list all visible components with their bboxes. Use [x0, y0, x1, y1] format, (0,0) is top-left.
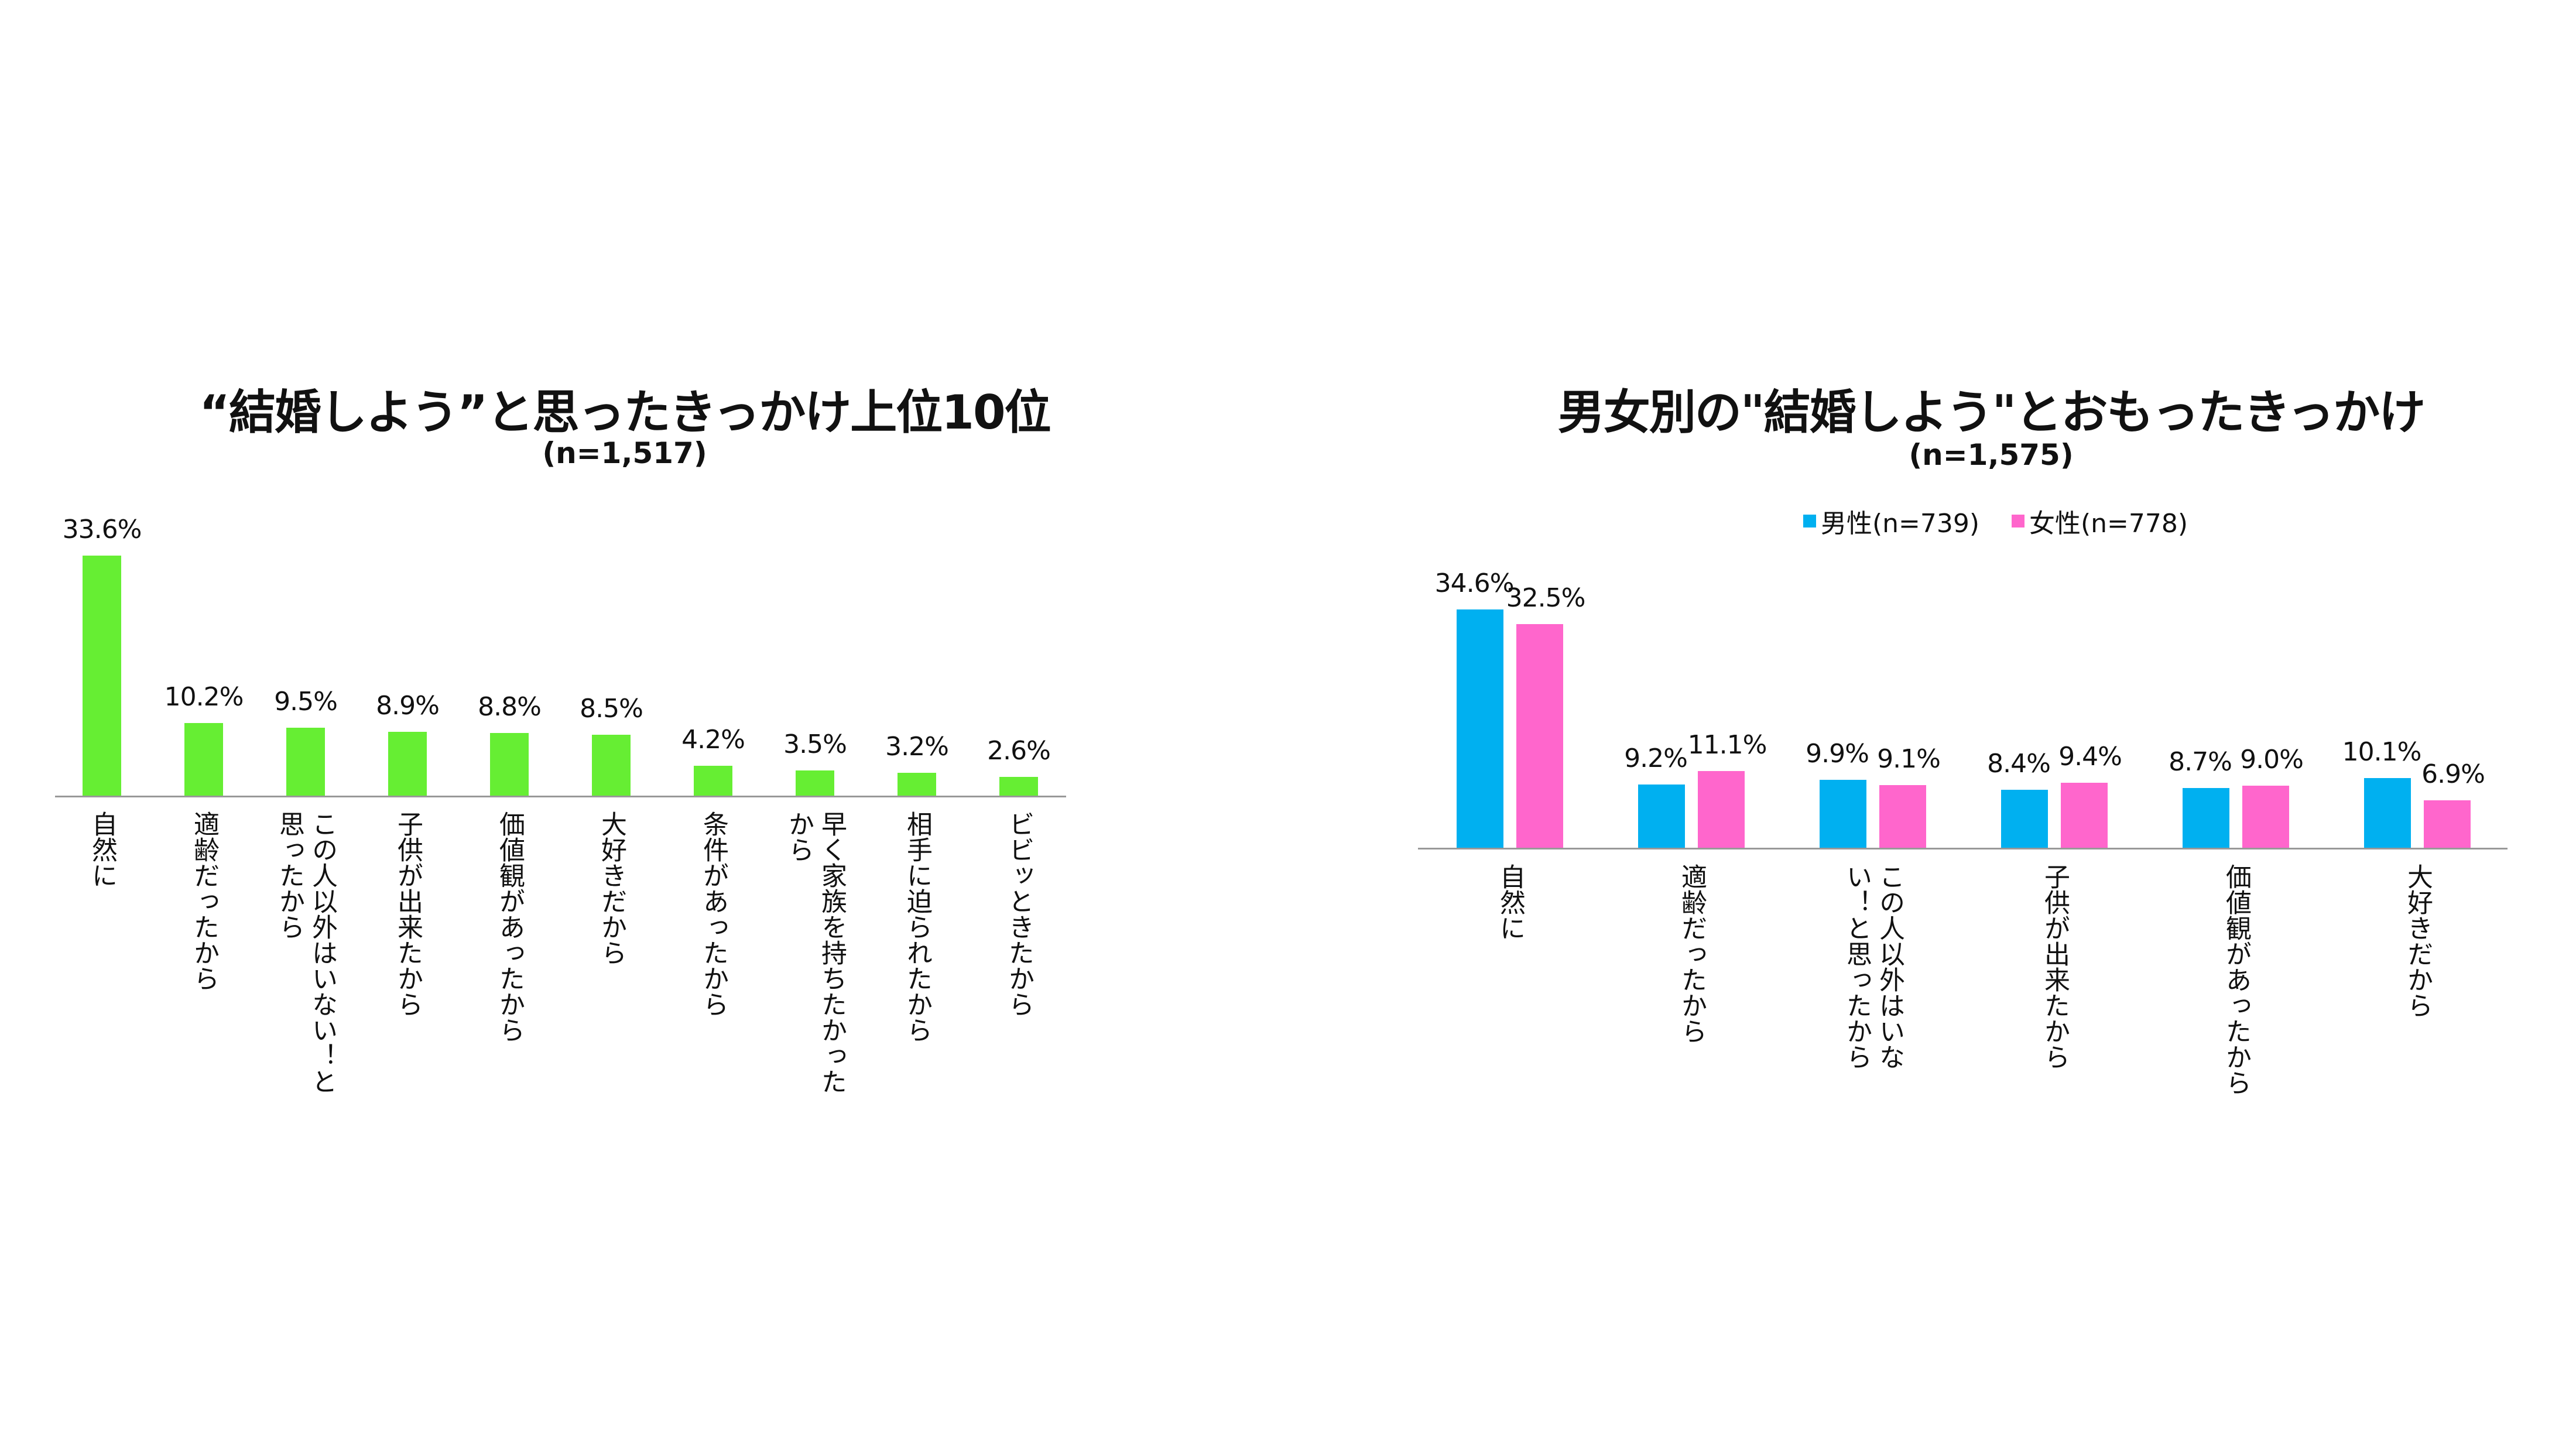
- category-label: 子供が出来たから: [393, 811, 423, 1017]
- bar-male: [2001, 790, 2048, 848]
- category-label: 価値観があったから: [2221, 864, 2251, 1095]
- legend-swatch-male: [1803, 515, 1816, 527]
- category-label: 価値観があったから: [495, 811, 525, 1043]
- data-label: 10.2%: [164, 681, 244, 712]
- chart1-title: “結婚しよう”と思ったきっかけ上位10位: [199, 385, 1051, 440]
- data-label-female: 32.5%: [1506, 583, 1586, 613]
- bar-female: [2424, 800, 2471, 848]
- bar-male: [1820, 779, 1866, 848]
- bar: [388, 732, 427, 796]
- chart2-subtitle: (n=1,575): [1909, 438, 2074, 472]
- bar: [898, 772, 936, 796]
- category-label: ビビッときたから: [1004, 811, 1034, 1017]
- bar-female: [1698, 771, 1745, 848]
- bar: [694, 765, 732, 796]
- category-label: 条件があったから: [698, 811, 728, 1017]
- bar-female: [2242, 786, 2289, 848]
- bar-female: [2061, 783, 2108, 848]
- chart1-subtitle: (n=1,517): [542, 436, 707, 470]
- data-label-female: 9.0%: [2240, 745, 2304, 775]
- category-label: 大好きだから: [2403, 864, 2433, 1018]
- chart2-x-axis: [1418, 848, 2508, 849]
- category-label: 自然に: [1495, 864, 1525, 941]
- data-label-male: 9.9%: [1806, 738, 1869, 769]
- legend-label-female: 女性(n=778): [2029, 509, 2188, 539]
- chart1-x-axis: [55, 796, 1066, 797]
- data-label: 2.6%: [987, 736, 1051, 766]
- data-label: 8.8%: [478, 691, 542, 722]
- bar: [286, 728, 325, 796]
- chart2-title: 男女別の"結婚しよう"とおもったきっかけ: [1557, 385, 2426, 440]
- data-label-male: 34.6%: [1434, 568, 1515, 599]
- bar-male: [1457, 609, 1503, 848]
- category-label: 大好きだから: [597, 811, 626, 965]
- category-label: 子供が出来たから: [2040, 864, 2070, 1070]
- data-label: 9.5%: [274, 687, 338, 717]
- data-label: 33.6%: [62, 515, 142, 545]
- bar-female: [1879, 785, 1926, 848]
- data-label-male: 8.4%: [1987, 749, 2051, 779]
- data-label: 3.2%: [885, 731, 949, 762]
- data-label: 8.5%: [580, 694, 643, 724]
- data-label-male: 10.1%: [2342, 737, 2422, 768]
- bar-female: [1516, 624, 1563, 848]
- data-label: 3.5%: [783, 729, 847, 760]
- category-label: この人以外はいな い！と思ったから: [1842, 864, 1904, 1070]
- legend-swatch-female: [2012, 515, 2025, 527]
- legend-male: 男性(n=739): [1803, 502, 1979, 540]
- data-label-female: 6.9%: [2421, 759, 2485, 789]
- data-label-female: 9.1%: [1877, 744, 1941, 774]
- bar-male: [2183, 787, 2229, 848]
- data-label-male: 8.7%: [2169, 746, 2232, 777]
- legend-label-male: 男性(n=739): [1821, 509, 1980, 539]
- bar: [592, 735, 631, 796]
- category-label: 早く家族を持ちたかった から: [784, 811, 847, 1094]
- data-label-female: 9.4%: [2058, 742, 2122, 772]
- legend-female: 女性(n=778): [2012, 502, 2188, 540]
- bar: [796, 770, 834, 796]
- category-label: 適齢だったから: [1677, 864, 1707, 1044]
- data-label: 4.2%: [681, 724, 745, 755]
- bar-male: [1638, 784, 1685, 848]
- data-label-male: 9.2%: [1624, 743, 1688, 773]
- data-label: 8.9%: [376, 691, 440, 721]
- category-label: 自然に: [87, 811, 117, 888]
- bar: [184, 722, 223, 796]
- data-label-female: 11.1%: [1687, 730, 1767, 761]
- bar: [490, 732, 529, 796]
- bar: [83, 556, 121, 796]
- category-label: 適齢だったから: [189, 811, 219, 991]
- category-label: 相手に迫られたから: [902, 811, 932, 1043]
- bar-male: [2364, 778, 2411, 848]
- bar: [999, 777, 1038, 796]
- category-label: この人以外はいない！と 思ったから: [275, 811, 337, 1094]
